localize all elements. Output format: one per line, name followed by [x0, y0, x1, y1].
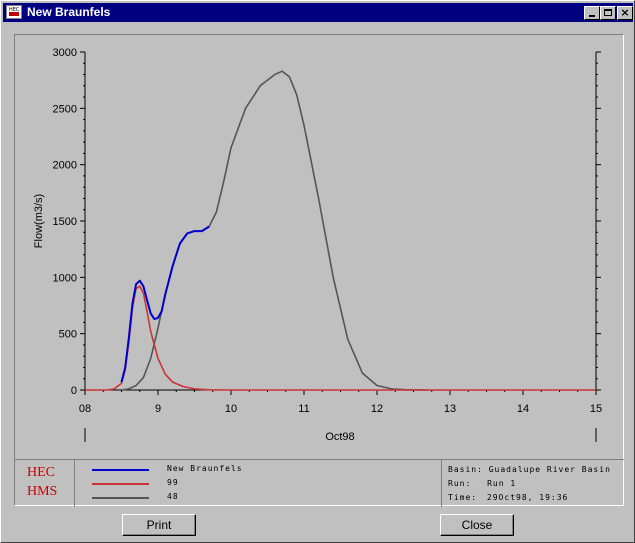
x-tick-label: 12	[371, 403, 383, 415]
print-button[interactable]: Print	[122, 514, 196, 536]
time-label: Time:	[448, 493, 478, 502]
legend-item: New Braunfels	[90, 464, 390, 476]
legend-list: New Braunfels 99 48	[90, 464, 390, 504]
x-axis-label: Oct98	[325, 431, 354, 443]
run-label: Run:	[448, 479, 472, 488]
logo-line-1: HEC	[27, 465, 55, 480]
x-tick-label: 15	[590, 403, 602, 415]
minimize-icon	[589, 15, 595, 17]
x-tick-label: 08	[79, 403, 91, 415]
legend-swatch	[92, 497, 149, 499]
close-window-button[interactable]: ×	[617, 6, 633, 20]
maximize-icon	[604, 9, 612, 16]
x-tick-label: 14	[517, 403, 529, 415]
legend-swatch	[92, 483, 149, 485]
x-tick-label: 9	[155, 403, 161, 415]
window-title: New Braunfels	[27, 5, 111, 19]
run-info: Basin: Guadalupe River Basin Run: Run 1 …	[441, 460, 625, 507]
title-bar[interactable]: HEC New Braunfels ×	[3, 3, 633, 22]
y-tick-label: 3000	[53, 47, 77, 59]
hydrograph-panel	[14, 34, 624, 506]
basin-label: Basin:	[448, 465, 483, 474]
time-value: 29Oct98, 19:36	[486, 493, 569, 502]
series-line	[85, 285, 596, 391]
basin-value: Guadalupe River Basin	[488, 465, 611, 474]
close-icon: ×	[620, 6, 630, 19]
legend-item: 99	[90, 478, 390, 490]
legend-label: 99	[167, 478, 179, 487]
y-tick-label: 500	[59, 329, 77, 341]
y-tick-label: 2500	[53, 103, 77, 115]
series-line	[120, 225, 210, 383]
legend-swatch	[92, 469, 149, 471]
hec-hms-logo: HEC HMS	[14, 460, 75, 507]
legend-area: HEC HMS New Braunfels 99 48 Basin: Guada…	[14, 459, 624, 507]
y-tick-label: 2000	[53, 160, 77, 172]
x-tick-label: 10	[225, 403, 237, 415]
run-value: Run 1	[487, 479, 517, 488]
legend-item: 48	[90, 492, 390, 504]
legend-label: 48	[167, 492, 179, 501]
y-tick-label: 1000	[53, 272, 77, 284]
legend-label: New Braunfels	[167, 464, 243, 473]
x-tick-label: 11	[298, 403, 309, 415]
close-button[interactable]: Close	[440, 514, 514, 536]
logo-line-2: HMS	[27, 484, 58, 499]
y-tick-label: 1500	[53, 216, 77, 228]
maximize-button[interactable]	[600, 6, 616, 20]
y-tick-label: 0	[71, 385, 77, 397]
minimize-button[interactable]	[584, 6, 600, 20]
series-line	[121, 70, 429, 391]
x-tick-label: 13	[444, 403, 456, 415]
y-axis-label: Flow(m3/s)	[33, 194, 45, 248]
hec-hms-app-icon[interactable]: HEC	[6, 5, 22, 19]
